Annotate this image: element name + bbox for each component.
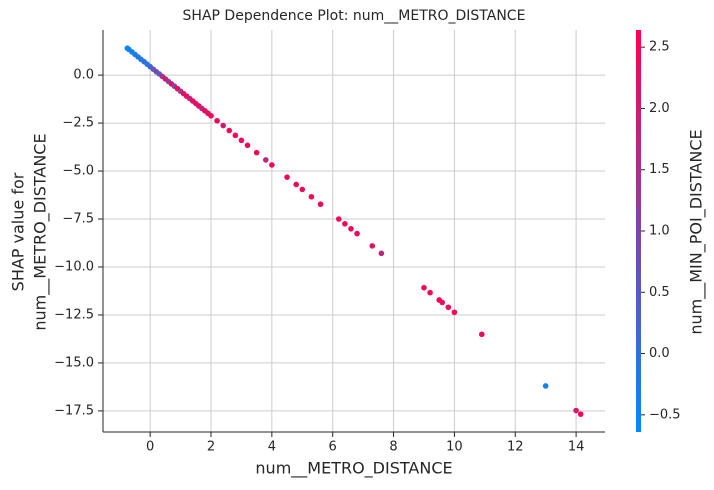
point — [577, 411, 584, 417]
colorbar-tick-label: 2.0 — [649, 101, 670, 116]
point — [226, 127, 233, 134]
y-tick-label: −17.5 — [54, 403, 94, 418]
point — [369, 243, 376, 249]
point — [335, 216, 342, 222]
x-tick-label: 0 — [146, 440, 154, 455]
colorbar-tick-label: 1.5 — [649, 162, 670, 177]
x-axis-title: num__METRO_DISTANCE — [255, 459, 452, 479]
colorbar-tick-label: 0.0 — [649, 346, 670, 361]
colorbar — [636, 30, 641, 432]
x-tick-label: 4 — [268, 440, 276, 455]
point — [317, 201, 324, 208]
y-tick-label: −2.5 — [62, 116, 94, 131]
point — [348, 225, 354, 232]
y-tick-label: −7.5 — [62, 212, 94, 227]
y-tick-label: −5.0 — [62, 164, 94, 179]
point — [445, 304, 452, 311]
colorbar-tick-label: 2.5 — [649, 40, 670, 55]
point — [427, 289, 433, 296]
point — [573, 407, 579, 414]
point — [208, 112, 214, 119]
point — [378, 250, 385, 257]
point — [421, 284, 427, 291]
point — [293, 181, 299, 188]
x-tick-label: 2 — [207, 440, 215, 455]
point — [451, 309, 458, 316]
point — [284, 174, 290, 180]
y-tick-label: 0.0 — [73, 68, 94, 83]
y-tick-label: −10.0 — [54, 259, 94, 274]
y-tick-label: −15.0 — [54, 355, 94, 370]
x-tick-label: 8 — [389, 440, 397, 455]
point — [232, 132, 239, 139]
colorbar-title: num__MIN_POI_DISTANCE — [687, 129, 707, 334]
point — [220, 122, 226, 129]
y-axis-title: num__METRO_DISTANCE — [31, 133, 51, 330]
colorbar-tick-label: −0.5 — [649, 407, 681, 422]
colorbar-tick-label: 1.0 — [649, 224, 670, 239]
point — [299, 186, 306, 193]
y-tick-label: −12.5 — [54, 307, 94, 322]
x-tick-label: 14 — [568, 440, 585, 455]
colorbar-tick-label: 0.5 — [649, 285, 670, 300]
point — [253, 149, 260, 156]
x-tick-label: 12 — [507, 440, 524, 455]
point — [354, 230, 360, 237]
x-tick-label: 6 — [329, 440, 337, 455]
point — [269, 162, 275, 168]
point — [238, 137, 245, 144]
point — [214, 117, 220, 124]
x-tick-label: 10 — [446, 440, 463, 455]
y-axis-title: SHAP value for — [9, 172, 28, 291]
point — [542, 383, 549, 389]
point — [308, 193, 315, 200]
point — [478, 331, 485, 338]
chart-title: SHAP Dependence Plot: num__METRO_DISTANC… — [183, 8, 526, 24]
point — [244, 142, 251, 149]
point — [342, 221, 348, 227]
point — [262, 157, 269, 163]
point — [439, 299, 446, 306]
